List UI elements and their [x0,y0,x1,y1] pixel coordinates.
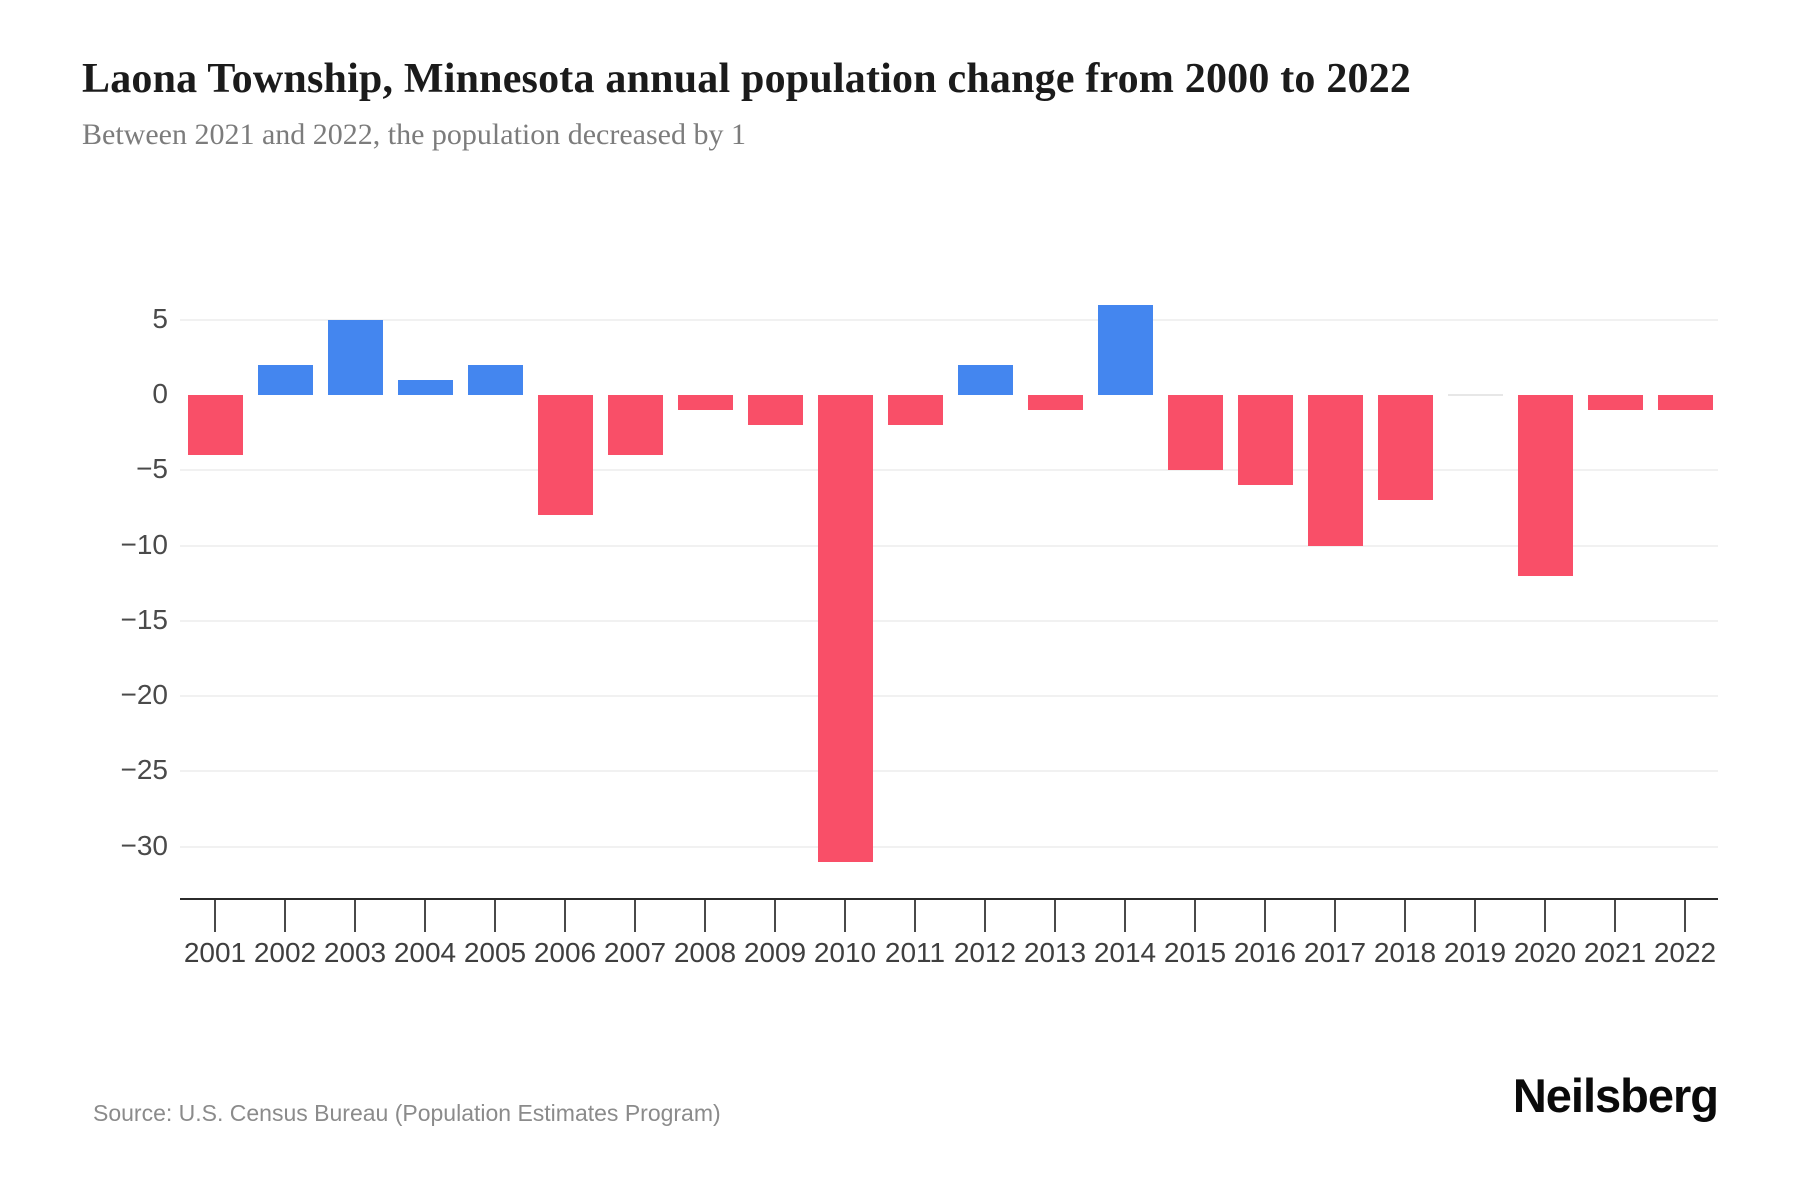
x-axis-label: 2007 [603,937,667,968]
y-axis-label: 5 [152,302,168,334]
chart-title: Laona Township, Minnesota annual populat… [82,56,1412,102]
gridline [180,469,1718,472]
x-axis-label: 2011 [884,937,946,968]
bar-2004[interactable] [397,379,453,395]
x-tick-mark [1544,900,1546,932]
gridline [180,770,1718,773]
bar-2008[interactable] [677,395,733,411]
bar-2013[interactable] [1027,395,1083,411]
bar-2018[interactable] [1377,395,1433,501]
x-tick-mark [1264,900,1266,932]
x-tick-mark [774,900,776,932]
x-tick-mark [424,900,426,932]
x-tick-mark [214,900,216,932]
gridline [180,695,1718,697]
x-axis-label: 2002 [253,937,317,968]
x-tick-mark [1124,900,1126,932]
chart-subtitle: Between 2021 and 2022, the population de… [82,118,746,151]
y-axis-label: −10 [120,528,169,560]
brand-logo: Neilsberg [1512,1069,1719,1122]
x-tick-mark [704,900,706,932]
bar-2020[interactable] [1517,395,1573,576]
gridline [180,544,1718,547]
bar-2012[interactable] [957,364,1013,395]
x-axis-label: 2001 [183,937,247,968]
x-tick-mark [844,900,846,932]
x-tick-mark [494,900,496,932]
x-axis-label: 2012 [953,937,1017,968]
bar-2016[interactable] [1237,395,1293,486]
x-tick-mark [1614,900,1616,932]
x-axis-label: 2016 [1233,937,1297,968]
y-axis-label: −20 [120,679,169,710]
x-axis-line [180,898,1718,900]
x-tick-mark [1054,900,1056,932]
x-axis-label: 2003 [323,937,387,968]
source-note: Source: U.S. Census Bureau (Population E… [93,1100,721,1126]
bar-2009[interactable] [747,395,803,426]
bar-2006[interactable] [537,395,593,516]
x-axis-label: 2013 [1023,937,1087,968]
x-axis-label: 2015 [1163,937,1227,968]
x-axis-label: 2021 [1583,937,1647,968]
x-axis-label: 2014 [1093,937,1157,968]
x-tick-mark [914,900,916,932]
x-axis-label: 2022 [1653,937,1717,968]
x-axis-label: 2017 [1303,937,1367,968]
gridline [180,845,1718,848]
x-tick-mark [354,900,356,932]
x-tick-mark [1194,900,1196,932]
y-axis-label: −30 [120,829,169,861]
x-tick-mark [1684,900,1686,932]
x-axis-label: 2009 [743,937,807,968]
bar-2021[interactable] [1587,395,1643,411]
bar-2001[interactable] [187,395,243,456]
bar-2003[interactable] [327,319,383,395]
bar-2019[interactable] [1447,394,1503,396]
x-axis-label: 2008 [673,937,737,968]
gridline [180,318,1718,321]
y-axis-label: 0 [152,378,168,409]
x-tick-mark [564,900,566,932]
bar-2022[interactable] [1657,395,1713,411]
x-axis-label: 2019 [1443,937,1507,968]
bar-2014[interactable] [1097,304,1153,395]
gridline [180,619,1718,622]
bar-2005[interactable] [467,364,523,395]
bar-2011[interactable] [887,395,943,426]
bar-2015[interactable] [1167,395,1223,471]
y-axis-label: −25 [120,754,169,786]
x-axis-label: 2004 [393,937,457,968]
x-axis-label: 2005 [463,937,527,968]
bar-2017[interactable] [1307,395,1363,546]
y-axis-label: −5 [136,453,168,485]
x-tick-mark [1404,900,1406,932]
x-axis-label: 2018 [1373,937,1437,968]
x-tick-mark [634,900,636,932]
x-tick-mark [1474,900,1476,932]
bar-2010[interactable] [817,395,873,862]
x-tick-mark [1334,900,1336,932]
y-axis-label: −15 [120,603,169,635]
x-axis-label: 2006 [533,937,597,968]
x-tick-mark [984,900,986,932]
x-axis-label: 2010 [813,937,877,968]
bar-2007[interactable] [607,395,663,456]
x-tick-mark [284,900,286,932]
x-axis-label: 2020 [1513,937,1577,968]
bar-2002[interactable] [257,364,313,395]
